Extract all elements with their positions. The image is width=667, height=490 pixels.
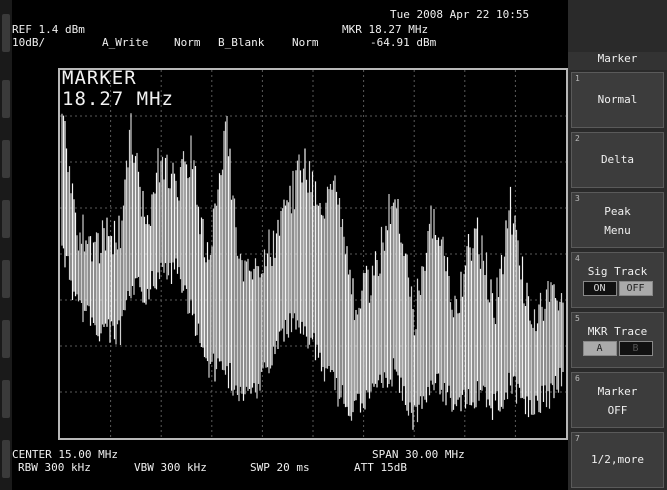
softkey-marker-off[interactable]: 6 Marker OFF bbox=[571, 372, 664, 428]
bezel-key[interactable] bbox=[2, 440, 10, 478]
marker-readout-label: MARKER bbox=[62, 67, 137, 89]
softkey-label: MKR Trace bbox=[587, 325, 648, 338]
center-frequency: CENTER 15.00 MHz bbox=[12, 448, 118, 461]
trace-b-mode: Norm bbox=[292, 36, 319, 49]
softkey-number: 2 bbox=[575, 134, 580, 143]
bezel-key[interactable] bbox=[2, 80, 10, 118]
attenuation: ATT 15dB bbox=[354, 461, 407, 474]
softkey-label: Normal bbox=[597, 93, 638, 106]
softkey-number: 7 bbox=[575, 434, 580, 443]
bezel-key[interactable] bbox=[2, 140, 10, 178]
datetime: Tue 2008 Apr 22 10:55 bbox=[390, 8, 530, 21]
bezel-key[interactable] bbox=[2, 320, 10, 358]
softkey-number: 6 bbox=[575, 374, 580, 383]
trace-b-label: B_Blank bbox=[218, 36, 265, 49]
marker-readout: MARKER 18.27 MHz bbox=[62, 68, 174, 110]
sweep-time: SWP 20 ms bbox=[250, 461, 310, 474]
sig-track-on-option[interactable]: ON bbox=[582, 281, 617, 296]
softkey-number: 1 bbox=[575, 74, 580, 83]
marker-readout-value: 18.27 MHz bbox=[62, 88, 174, 110]
bezel-key[interactable] bbox=[2, 200, 10, 238]
trace-a-label: A_Write bbox=[102, 36, 149, 49]
sig-track-toggle[interactable]: ON OFF bbox=[572, 281, 663, 296]
softkey-peak-menu[interactable]: 3 Peak Menu bbox=[571, 192, 664, 248]
marker-frequency: MKR 18.27 MHz bbox=[342, 23, 429, 36]
spectrum-trace bbox=[61, 113, 564, 430]
ref-level: REF 1.4 dBm bbox=[12, 23, 85, 36]
softkey-label: Marker bbox=[597, 385, 638, 398]
spectrum-graticule bbox=[58, 68, 568, 440]
rbw: RBW 300 kHz bbox=[18, 461, 91, 474]
sig-track-off-option[interactable]: OFF bbox=[618, 281, 653, 296]
bezel-key[interactable] bbox=[2, 14, 10, 52]
softkey-number: 4 bbox=[575, 254, 580, 263]
mkr-trace-b-option[interactable]: B bbox=[618, 341, 653, 356]
span: SPAN 30.00 MHz bbox=[372, 448, 465, 461]
softkey-number: 5 bbox=[575, 314, 580, 323]
softkey-mkr-trace[interactable]: 5 MKR Trace A B bbox=[571, 312, 664, 368]
marker-level: -64.91 dBm bbox=[370, 36, 437, 49]
softkey-label: Sig Track bbox=[587, 265, 648, 278]
softkey-normal[interactable]: 1 Normal bbox=[571, 72, 664, 128]
bezel-key[interactable] bbox=[2, 380, 10, 418]
softkey-delta[interactable]: 2 Delta bbox=[571, 132, 664, 188]
softkey-menu-title: Marker bbox=[568, 52, 667, 70]
scale-per-div: 10dB/ bbox=[12, 36, 46, 49]
analyzer-screen: Tue 2008 Apr 22 10:55 REF 1.4 dBm MKR 18… bbox=[12, 0, 568, 490]
vbw: VBW 300 kHz bbox=[134, 461, 207, 474]
softkey-label: Peak bbox=[604, 205, 631, 218]
trace-a-mode: Norm bbox=[174, 36, 201, 49]
softkey-number: 3 bbox=[575, 194, 580, 203]
left-bezel bbox=[0, 0, 12, 490]
mkr-trace-a-option[interactable]: A bbox=[582, 341, 617, 356]
softkey-label: 1/2,more bbox=[591, 453, 644, 466]
softkey-label-line2: Menu bbox=[604, 224, 631, 237]
mkr-trace-toggle[interactable]: A B bbox=[572, 341, 663, 356]
softkey-sig-track[interactable]: 4 Sig Track ON OFF bbox=[571, 252, 664, 308]
softkey-label: Delta bbox=[600, 153, 635, 166]
bezel-key[interactable] bbox=[2, 260, 10, 298]
softkey-more[interactable]: 7 1/2,more bbox=[571, 432, 664, 488]
softkey-panel: Marker 1 Normal 2 Delta 3 Peak Menu 4 Si… bbox=[568, 0, 667, 490]
softkey-label-line2: OFF bbox=[607, 404, 628, 417]
spectrum-trace-area bbox=[60, 70, 566, 438]
